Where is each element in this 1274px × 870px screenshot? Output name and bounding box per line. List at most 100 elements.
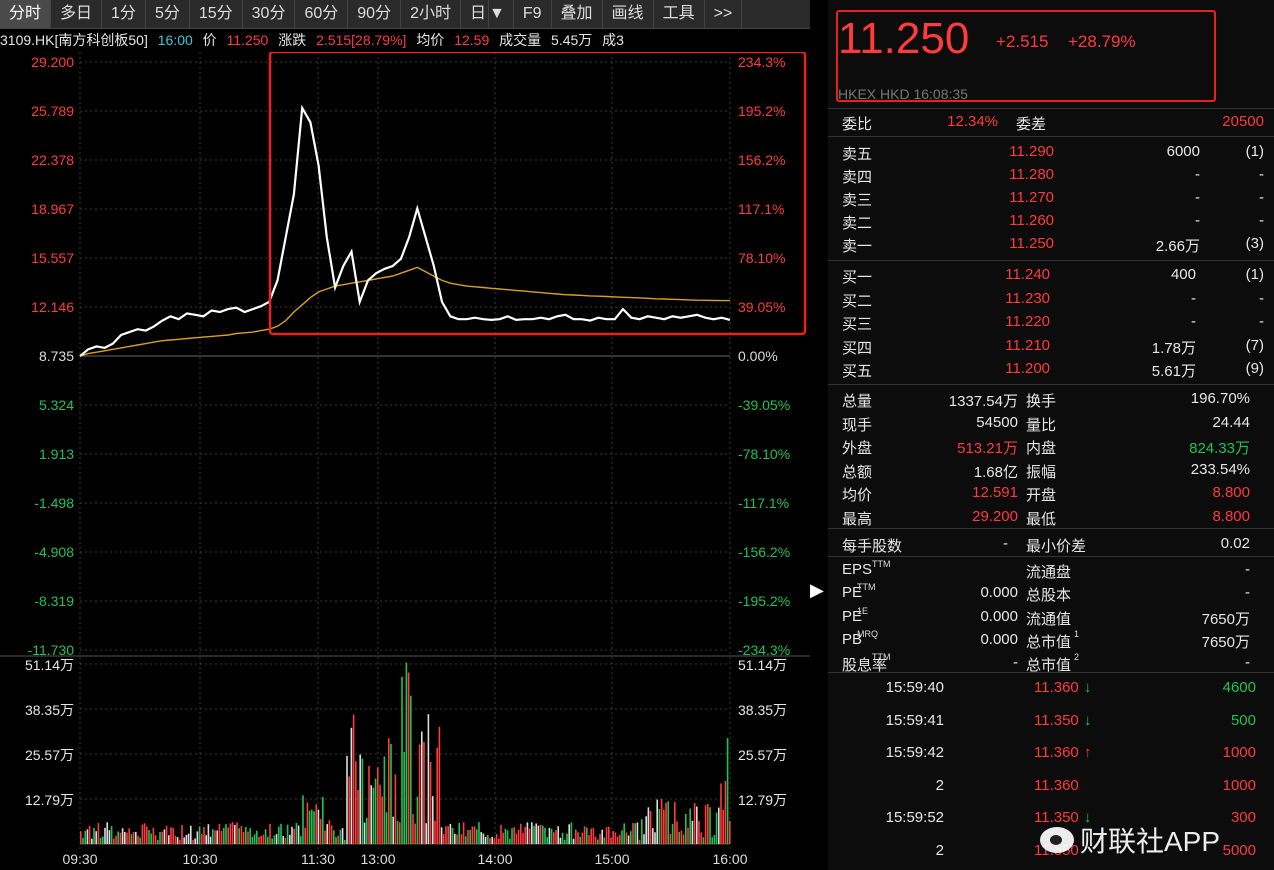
expand-panel-icon[interactable]: ▶ — [810, 580, 824, 600]
bid-row: 买一 11.240 400 (1) — [828, 264, 1274, 287]
volume-bar — [575, 829, 577, 844]
volume-bar — [696, 806, 698, 844]
volume-bar — [605, 827, 608, 844]
volume-bar — [583, 826, 586, 844]
volume-bar — [381, 796, 383, 844]
volume-bar — [181, 825, 183, 844]
toolbar-item-4[interactable]: 15分 — [190, 0, 243, 28]
fundamental-superscript: TTM — [857, 582, 876, 593]
volume-bar — [262, 834, 265, 844]
volume-bar — [482, 833, 485, 844]
bid-volume: 1.78万 — [1151, 339, 1196, 357]
volume-bar — [218, 823, 221, 844]
fundamental-row: PB MRQ 0.000 总市值 1 7650万 — [828, 629, 1274, 652]
volume-bar — [333, 830, 335, 844]
left-axis-label-12: -11.730 — [28, 642, 75, 658]
stat-label: 振幅 — [1026, 463, 1057, 481]
volume-bar — [119, 832, 122, 844]
volume-bar — [176, 836, 179, 844]
bid-volume: 400 — [1170, 266, 1196, 283]
toolbar-item-7[interactable]: 90分 — [348, 0, 402, 28]
volume-bar — [614, 832, 617, 844]
volume-bar — [104, 827, 106, 844]
volume-bar — [179, 839, 181, 844]
tick-row: 15:59:42 11.360 ↑ 1000 — [828, 742, 1274, 765]
toolbar-item-5[interactable]: 30分 — [243, 0, 296, 28]
volume-bar — [412, 814, 414, 844]
volume-bar — [242, 832, 245, 844]
volume-bar — [185, 834, 188, 844]
volume-bar — [132, 832, 135, 844]
right-axis-label-5: 39.05% — [738, 299, 785, 315]
volume-bar — [451, 827, 454, 844]
volume-bar — [682, 834, 685, 844]
right-axis-label-1: 195.2% — [738, 103, 785, 119]
toolbar-item-3[interactable]: 5分 — [146, 0, 190, 28]
volume-bar — [130, 834, 133, 844]
volume-bar — [687, 827, 689, 844]
volume-bar — [229, 823, 232, 844]
toolbar-item-6[interactable]: 60分 — [295, 0, 349, 28]
toolbar-item-0[interactable]: 分时 — [0, 0, 52, 28]
volume-bar — [660, 798, 663, 844]
vol-right-label-3: 12.79万 — [738, 792, 787, 808]
volume-bar — [311, 809, 313, 844]
volume-bar — [339, 829, 342, 844]
tick-time: 15:59:42 — [885, 744, 944, 762]
volume-bar — [392, 816, 394, 844]
volume-bar — [291, 826, 293, 844]
tick-time: 2 — [935, 842, 944, 859]
toolbar-item-10[interactable]: F9 — [514, 0, 552, 28]
toolbar-item-8[interactable]: 2小时 — [401, 0, 461, 28]
volume-bar — [559, 837, 562, 844]
volume-bar — [190, 825, 192, 844]
toolbar-item-9[interactable]: 日 — [461, 0, 490, 28]
volume-bar — [399, 822, 401, 844]
volume-bar — [306, 802, 309, 844]
volume-bar — [594, 836, 597, 844]
volume-bar — [394, 774, 397, 844]
volume-bar — [293, 828, 295, 844]
volume-bar — [223, 827, 225, 844]
stat-value: 1.68亿 — [973, 463, 1018, 481]
ask-price: 11.250 — [1009, 235, 1054, 252]
tick-price: 11.360 — [1034, 679, 1079, 696]
volume-bar — [187, 833, 190, 844]
toolbar-item-2[interactable]: 1分 — [102, 0, 146, 28]
weibi-row: 委比 12.34% 委差 20500 — [828, 111, 1274, 134]
intraday-chart[interactable]: 29.200 234.3% 25.789 195.2% 22.378 156.2% 18.9… — [0, 52, 810, 870]
right-axis-label-7: -39.05% — [738, 397, 790, 413]
toolbar-item-11[interactable]: 叠加 — [552, 0, 603, 28]
volume-bar — [438, 726, 441, 844]
stat-label: 内盘 — [1026, 440, 1057, 458]
toolbar-item-1[interactable]: 多日 — [51, 0, 103, 28]
fundamental-value: 0.000 — [980, 607, 1018, 625]
avg-label: 均价 — [416, 32, 445, 48]
bid-label: 买四 — [842, 339, 873, 357]
divider — [828, 672, 1274, 673]
tick-volume: 300 — [1230, 809, 1256, 827]
volume-bar — [553, 832, 555, 844]
volume-bar — [462, 822, 465, 844]
toolbar-item-13[interactable]: 工具 — [654, 0, 705, 28]
volume-bar — [203, 827, 205, 844]
toolbar-item-12[interactable]: 画线 — [603, 0, 654, 28]
tick-arrow-icon: ↑ — [1084, 744, 1092, 762]
volume-bar — [601, 829, 603, 844]
volume-bar — [207, 824, 210, 844]
vol-right-label-2: 25.57万 — [738, 747, 787, 763]
volume-bar — [473, 826, 476, 844]
volume-bar — [82, 837, 84, 844]
toolbar-item-14[interactable]: >> — [705, 0, 743, 28]
period-dropdown-icon[interactable]: ▼ — [489, 0, 514, 28]
tick-volume: 500 — [1230, 711, 1256, 729]
volume-bar — [550, 828, 553, 844]
volume-bar — [401, 676, 403, 844]
volume-bar — [99, 837, 102, 844]
divider — [828, 384, 1274, 385]
volume-bar — [524, 826, 526, 844]
volume-bar — [623, 823, 625, 844]
volume-bar — [581, 832, 584, 844]
volume-bar — [231, 822, 234, 844]
bid-count: - — [1259, 289, 1264, 307]
